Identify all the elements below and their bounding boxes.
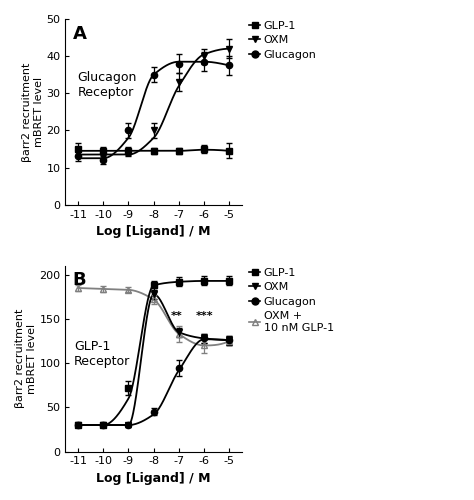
Y-axis label: βarr2 recruitment
mBRET level: βarr2 recruitment mBRET level	[22, 62, 44, 162]
Legend: GLP-1, OXM, Glucagon: GLP-1, OXM, Glucagon	[249, 21, 317, 59]
Legend: GLP-1, OXM, Glucagon, OXM +
10 nM GLP-1: GLP-1, OXM, Glucagon, OXM + 10 nM GLP-1	[249, 268, 334, 332]
Text: GLP-1
Receptor: GLP-1 Receptor	[74, 340, 130, 368]
Text: **: **	[171, 310, 182, 320]
Text: A: A	[73, 24, 86, 42]
Text: Glucagon
Receptor: Glucagon Receptor	[78, 71, 137, 99]
X-axis label: Log [Ligand] / M: Log [Ligand] / M	[96, 225, 211, 238]
Text: B: B	[73, 272, 86, 289]
Y-axis label: βarr2 recruitment
mBRET level: βarr2 recruitment mBRET level	[15, 309, 36, 408]
Text: ***: ***	[195, 310, 213, 320]
X-axis label: Log [Ligand] / M: Log [Ligand] / M	[96, 472, 211, 485]
